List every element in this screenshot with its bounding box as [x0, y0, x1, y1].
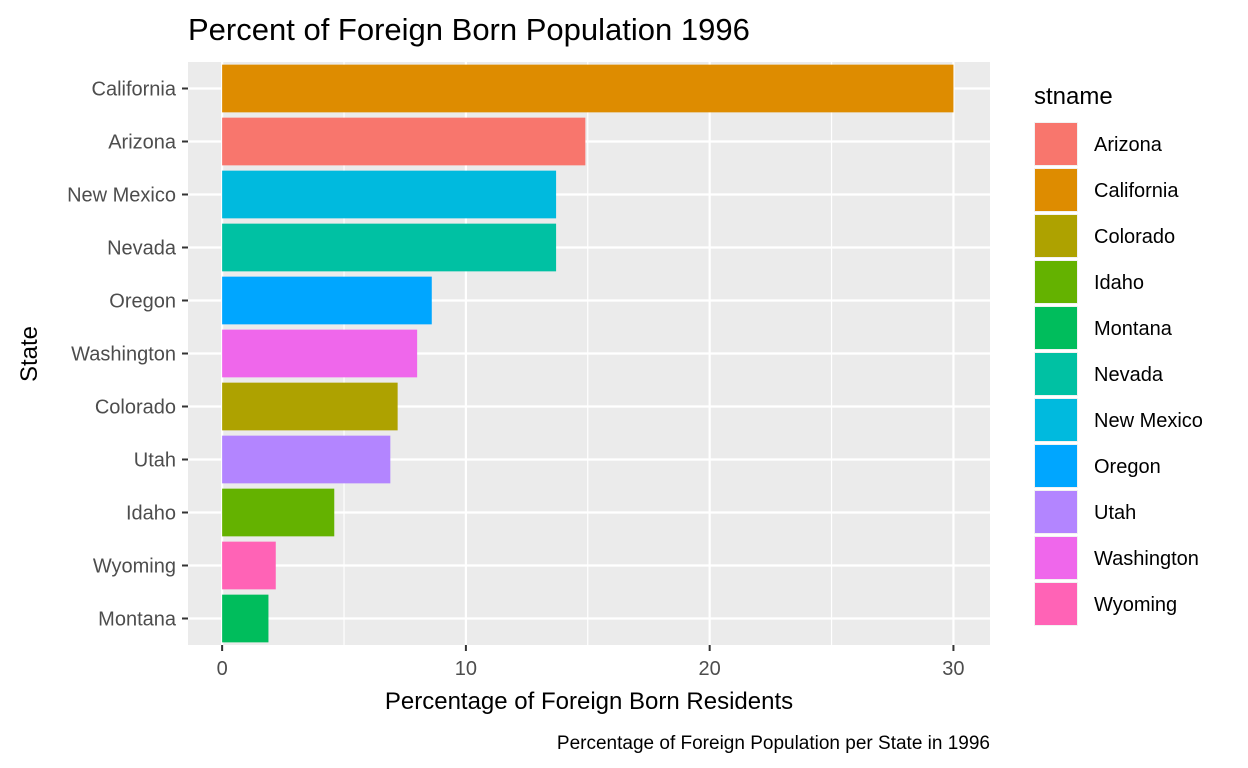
y-tick-label: Utah	[134, 450, 176, 472]
bar-wyoming	[222, 541, 276, 590]
bar-nevada	[222, 223, 557, 272]
x-axis: 0 10 20 30	[217, 645, 965, 680]
legend-swatch	[1035, 307, 1077, 349]
bar-oregon	[222, 276, 432, 325]
bar-new-mexico	[222, 170, 557, 219]
bar-idaho	[222, 488, 335, 537]
legend-swatch	[1035, 537, 1077, 579]
legend-label: New Mexico	[1094, 410, 1203, 432]
bars	[222, 64, 954, 643]
legend-swatch	[1035, 445, 1077, 487]
y-tick-label: Idaho	[126, 503, 176, 525]
bar-montana	[222, 594, 269, 643]
bar-washington	[222, 329, 418, 378]
x-tick-label: 20	[699, 658, 721, 680]
chart-caption: Percentage of Foreign Population per Sta…	[557, 733, 990, 754]
legend-items: Arizona California Colorado Idaho Montana Nev…	[1034, 122, 1203, 626]
legend-swatch	[1035, 169, 1077, 211]
legend-swatch	[1035, 353, 1077, 395]
y-tick-label: Arizona	[108, 132, 177, 154]
legend-swatch	[1035, 583, 1077, 625]
bar-utah	[222, 435, 391, 484]
legend-swatch	[1035, 399, 1077, 441]
legend-label: Wyoming	[1094, 594, 1177, 616]
y-tick-label: Washington	[71, 344, 176, 366]
y-axis-title: State	[16, 326, 43, 382]
legend-label: Washington	[1094, 548, 1199, 570]
legend-swatch	[1035, 123, 1077, 165]
legend-label: Arizona	[1094, 134, 1163, 156]
x-axis-title: Percentage of Foreign Born Residents	[385, 688, 793, 715]
y-tick-label: Wyoming	[93, 556, 176, 578]
y-tick-label: New Mexico	[67, 185, 176, 207]
bar-arizona	[222, 117, 586, 166]
y-tick-label: Colorado	[95, 397, 176, 419]
legend-label: Idaho	[1094, 272, 1144, 294]
y-tick-label: Oregon	[109, 291, 176, 313]
x-tick-label: 0	[217, 658, 228, 680]
y-axis: California Arizona New Mexico Nevada Oregon W…	[67, 79, 188, 631]
legend-title: stname	[1034, 83, 1113, 110]
legend-swatch	[1035, 491, 1077, 533]
legend: stname Arizona California Colorado Idaho Mon…	[1034, 83, 1203, 626]
chart-title: Percent of Foreign Born Population 1996	[188, 12, 750, 47]
legend-label: Colorado	[1094, 226, 1175, 248]
legend-label: Nevada	[1094, 364, 1164, 386]
y-tick-label: Nevada	[107, 238, 177, 260]
legend-label: Montana	[1094, 318, 1173, 340]
legend-swatch	[1035, 215, 1077, 257]
y-tick-label: Montana	[98, 609, 177, 631]
bar-colorado	[222, 382, 398, 431]
y-tick-label: California	[92, 79, 177, 101]
bar-california	[222, 64, 954, 113]
legend-label: Utah	[1094, 502, 1136, 524]
legend-label: Oregon	[1094, 456, 1161, 478]
legend-label: California	[1094, 180, 1179, 202]
x-tick-label: 30	[942, 658, 964, 680]
legend-swatch	[1035, 261, 1077, 303]
x-tick-label: 10	[455, 658, 477, 680]
